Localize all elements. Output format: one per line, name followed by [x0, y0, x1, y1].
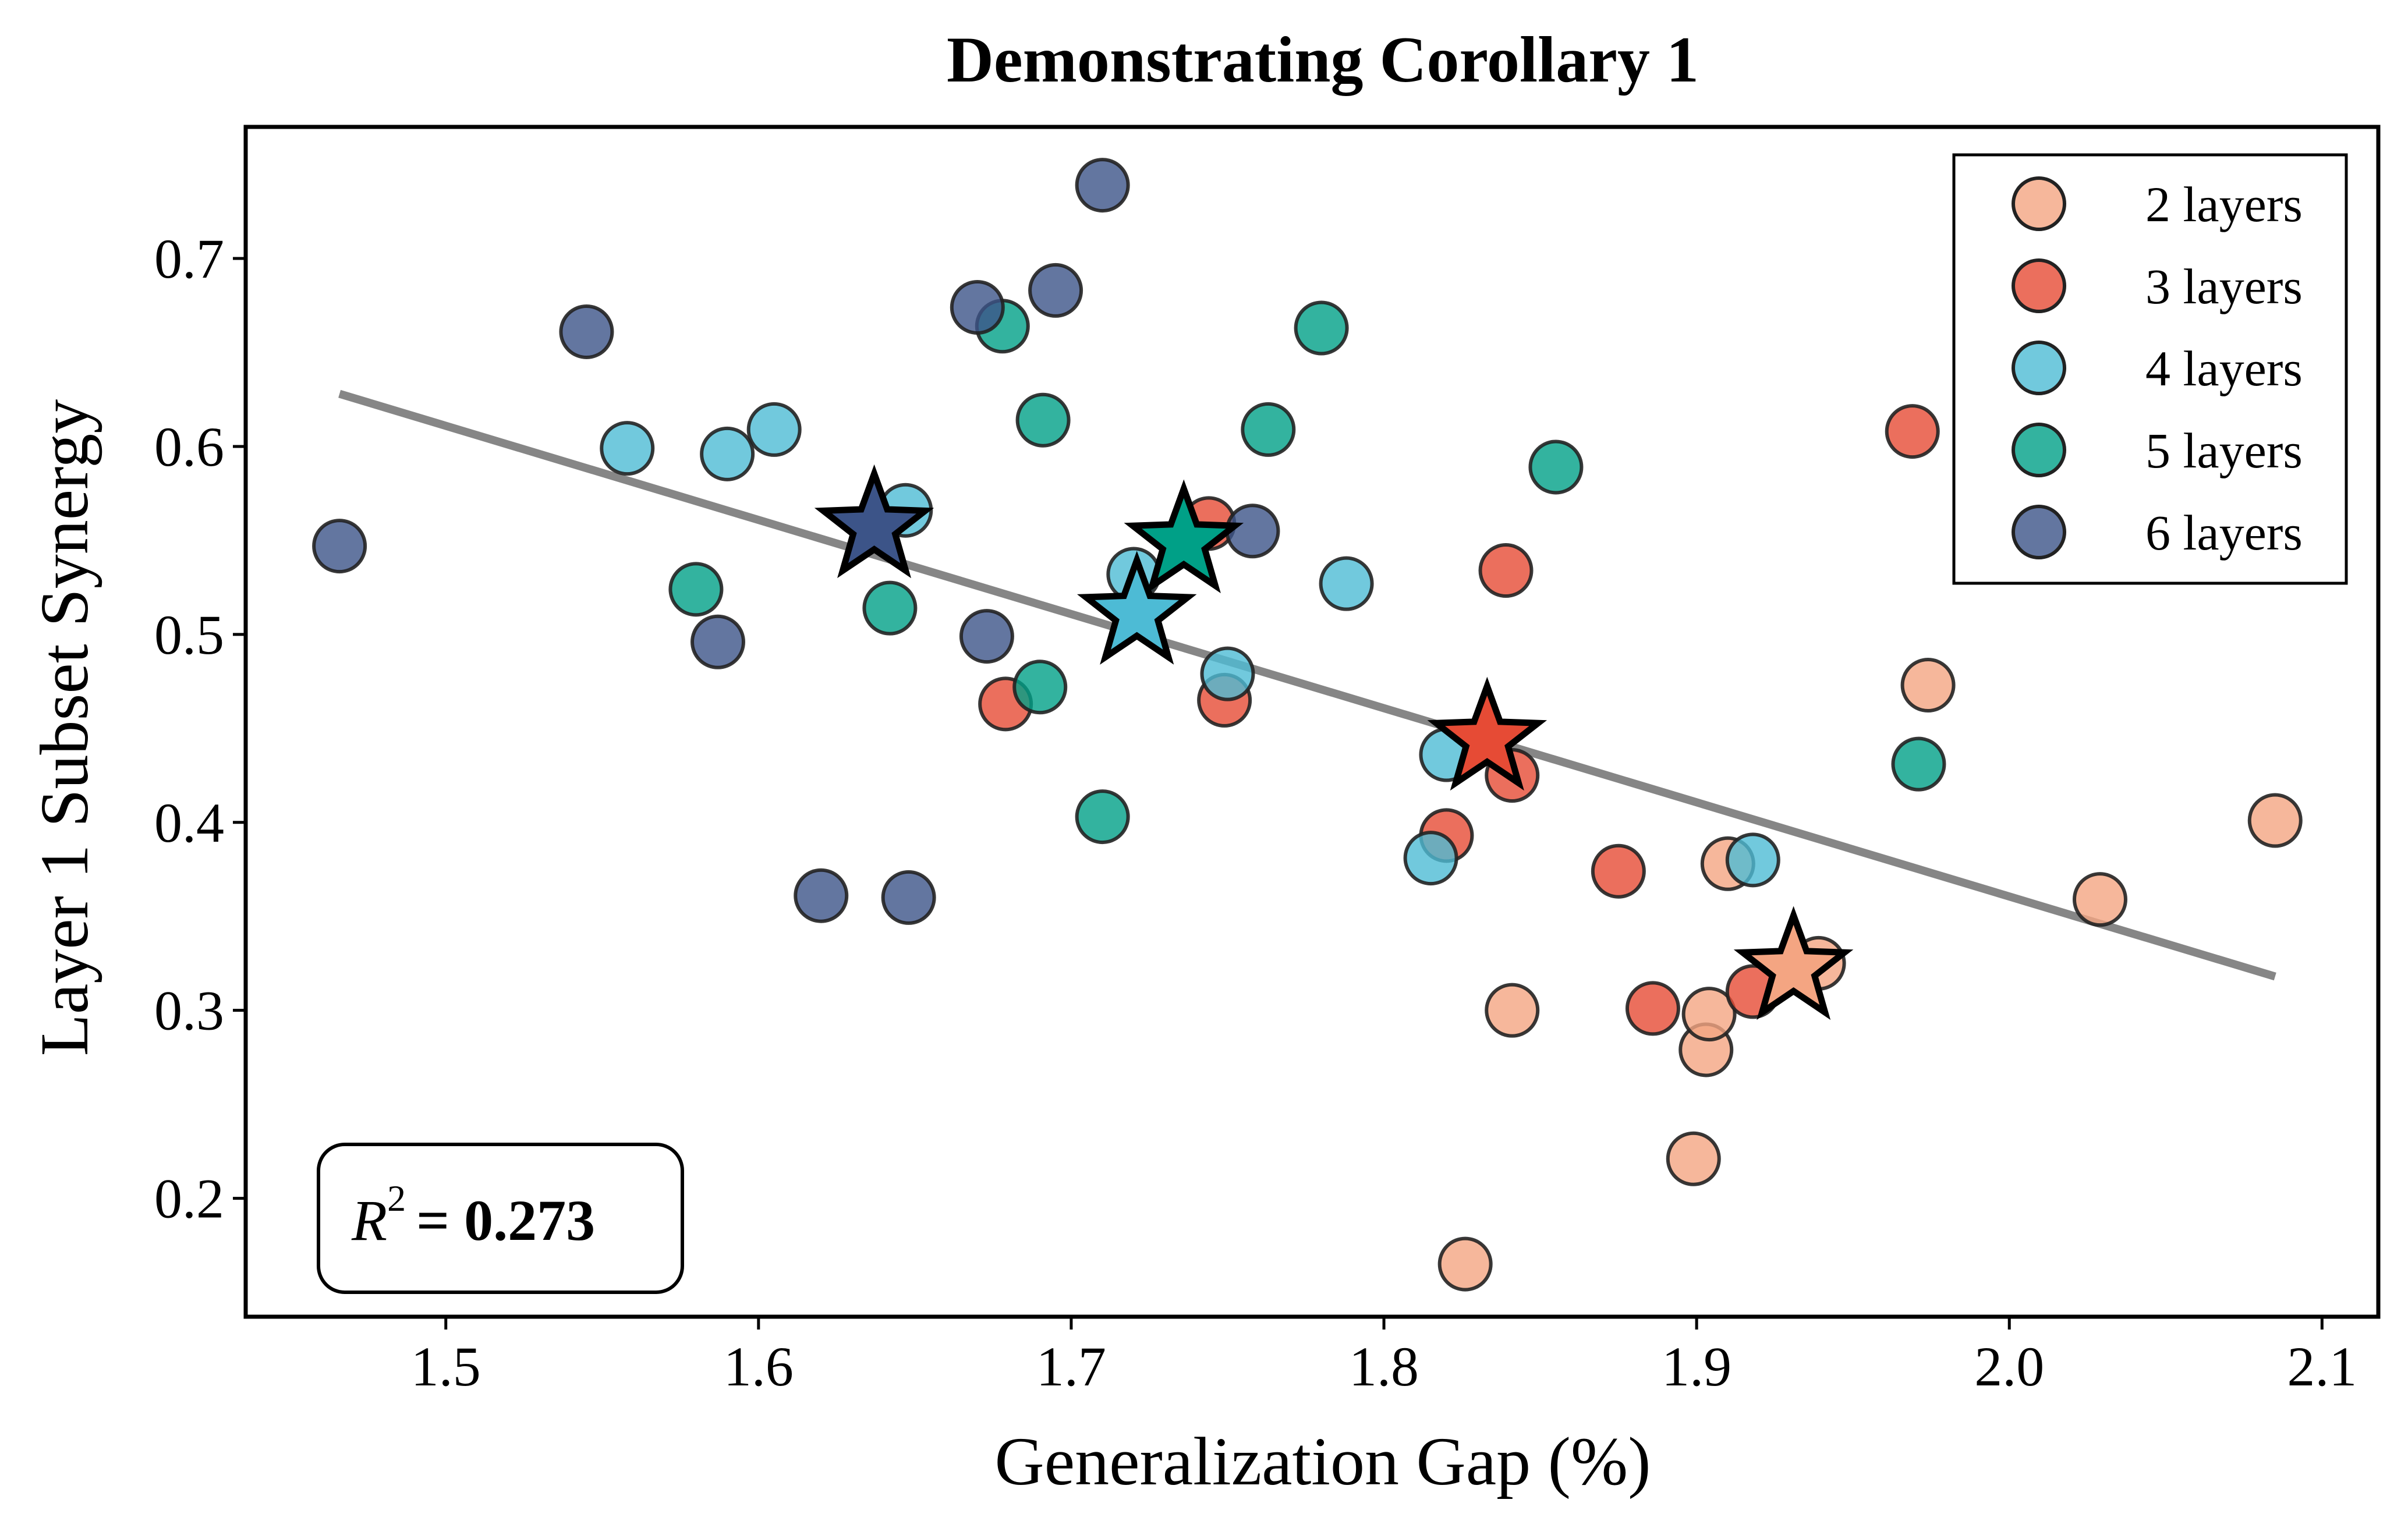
- group-mean-star: [1427, 676, 1548, 791]
- data-point: [1625, 981, 1680, 1036]
- x-tick-label: 1.7: [1036, 1335, 1106, 1398]
- data-point: [700, 426, 755, 481]
- data-point: [959, 609, 1014, 664]
- r-squared-text: R2 = 0.273: [351, 1178, 595, 1253]
- x-tick-label: 1.8: [1349, 1335, 1419, 1398]
- data-point: [1885, 404, 1940, 459]
- group-mean-star: [1076, 551, 1197, 665]
- data-point: [1403, 831, 1458, 886]
- chart-title: Demonstrating Corollary 1: [947, 24, 1699, 96]
- legend-label: 5 layers: [2145, 423, 2303, 478]
- data-point: [690, 614, 746, 669]
- data-point: [1528, 439, 1584, 495]
- data-point: [881, 870, 936, 925]
- legend-label: 3 layers: [2145, 258, 2303, 314]
- legend-marker: [2012, 505, 2066, 559]
- data-point: [1681, 987, 1737, 1042]
- x-tick-label: 1.9: [1662, 1335, 1731, 1398]
- data-point: [559, 304, 614, 359]
- group-mean-star: [814, 464, 934, 579]
- legend-label: 6 layers: [2145, 505, 2303, 561]
- y-axis-label: Layer 1 Subset Synergy: [26, 399, 102, 1057]
- group-mean-stars: [814, 464, 1854, 1020]
- r-squared-box: [317, 1143, 684, 1294]
- data-point: [1028, 263, 1083, 318]
- legend-marker: [2012, 176, 2066, 231]
- data-point: [1478, 543, 1534, 598]
- legend-label: 4 layers: [2145, 341, 2303, 396]
- data-point: [2247, 793, 2303, 848]
- r-squared-annotation: R2 = 0.273: [317, 1143, 684, 1294]
- x-axis-label: Generalization Gap (%): [995, 1423, 1651, 1499]
- y-tick-label: 0.4: [154, 792, 224, 854]
- r-squared-value: 0.273: [464, 1188, 595, 1253]
- legend-marker: [2012, 423, 2066, 477]
- group-mean-star: [1124, 479, 1244, 594]
- data-point: [1241, 402, 1296, 457]
- data-point: [1900, 658, 1956, 713]
- x-tick-label: 2.0: [1974, 1335, 2044, 1398]
- data-point: [1012, 660, 1068, 715]
- legend-marker: [2012, 341, 2066, 395]
- y-tick-label: 0.3: [154, 980, 224, 1042]
- data-point: [1015, 392, 1071, 448]
- r-squared-equals: =: [416, 1188, 464, 1253]
- data-point: [1725, 832, 1780, 888]
- legend-marker: [2012, 258, 2066, 313]
- data-point: [1437, 1236, 1493, 1292]
- y-tick-label: 0.7: [154, 228, 224, 290]
- data-points: [312, 158, 2303, 1292]
- x-tick-label: 1.6: [724, 1335, 794, 1398]
- data-point: [1200, 646, 1255, 701]
- r-squared-exponent: 2: [387, 1178, 406, 1219]
- y-axis: 0.2 0.3 0.4 0.5 0.6 0.7: [154, 228, 246, 1230]
- x-axis: 1.5 1.6 1.7 1.8 1.9 2.0 2.1: [411, 1317, 2357, 1398]
- data-point: [1591, 843, 1646, 899]
- data-point: [668, 562, 724, 617]
- data-point: [1666, 1131, 1721, 1186]
- data-point: [794, 868, 849, 923]
- data-point: [1891, 736, 1946, 792]
- y-tick-label: 0.2: [154, 1168, 224, 1230]
- x-tick-label: 1.5: [411, 1335, 481, 1398]
- plot-frame: [243, 125, 2381, 1319]
- data-point: [1075, 158, 1130, 213]
- data-point: [1225, 504, 1280, 559]
- x-tick-label: 2.1: [2287, 1335, 2357, 1398]
- y-tick-label: 0.6: [154, 416, 224, 478]
- group-mean-star: [1733, 906, 1854, 1020]
- data-point: [1294, 300, 1349, 356]
- data-point: [2072, 872, 2127, 927]
- data-point: [950, 279, 1005, 335]
- data-point: [746, 402, 802, 457]
- data-point: [312, 519, 367, 574]
- r-squared-symbol: R: [351, 1188, 387, 1253]
- trend-line: [338, 389, 2276, 981]
- data-point: [1485, 983, 1540, 1038]
- data-point: [1319, 556, 1374, 611]
- data-point: [1075, 789, 1130, 845]
- legend-label: 2 layers: [2145, 176, 2303, 232]
- data-point: [600, 421, 655, 476]
- y-tick-label: 0.5: [154, 604, 224, 666]
- legend: 2 layers 3 layers 4 layers 5 layers 6 layers: [1952, 153, 2348, 585]
- data-point: [862, 580, 918, 636]
